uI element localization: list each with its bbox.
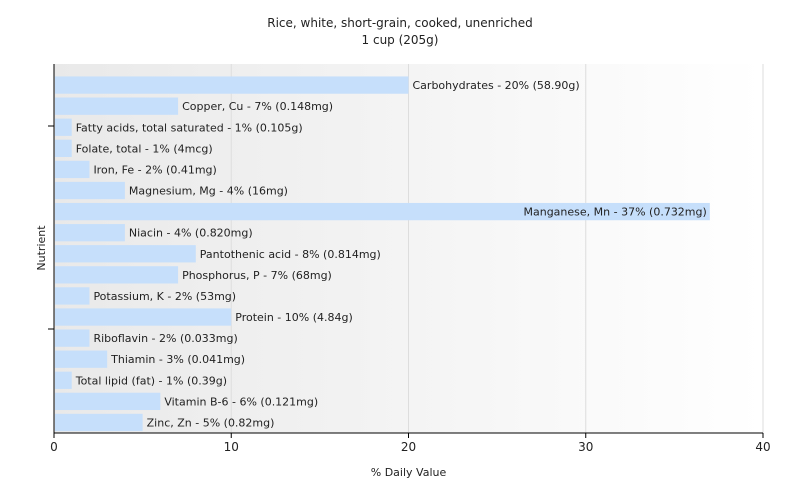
bar-label: Pantothenic acid - 8% (0.814mg): [200, 248, 381, 261]
bar-label: Niacin - 4% (0.820mg): [129, 227, 253, 240]
bar-label: Manganese, Mn - 37% (0.732mg): [524, 206, 707, 219]
x-tick-label: 20: [401, 440, 416, 454]
bar-label: Potassium, K - 2% (53mg): [93, 290, 236, 303]
x-axis-label: % Daily Value: [371, 466, 447, 479]
bar-label: Folate, total - 1% (4mcg): [76, 142, 213, 155]
bar-label: Carbohydrates - 20% (58.90g): [413, 79, 580, 92]
bar: [55, 245, 196, 263]
bar-label: Zinc, Zn - 5% (0.82mg): [147, 416, 275, 429]
bar: [55, 350, 108, 368]
bar: [55, 392, 161, 411]
bar-label: Riboflavin - 2% (0.033mg): [93, 332, 237, 345]
chart-title: Rice, white, short-grain, cooked, unenri…: [267, 16, 533, 30]
bar: [55, 139, 72, 157]
bar-label: Vitamin B-6 - 6% (0.121mg): [164, 395, 318, 408]
bar: [55, 371, 72, 389]
x-tick-label: 0: [50, 440, 58, 454]
y-axis-label: Nutrient: [35, 225, 48, 271]
bar-label: Copper, Cu - 7% (0.148mg): [182, 100, 333, 113]
bar: [55, 181, 125, 200]
bar: [55, 160, 90, 179]
bar: [55, 76, 409, 94]
bar: [55, 118, 72, 136]
bar-label: Phosphorus, P - 7% (68mg): [182, 269, 332, 282]
bar: [55, 224, 125, 242]
bar-label: Thiamin - 3% (0.041mg): [110, 353, 245, 366]
bar-label: Magnesium, Mg - 4% (16mg): [129, 185, 288, 198]
x-tick-label: 40: [755, 440, 770, 454]
bar-label: Protein - 10% (4.84g): [235, 311, 353, 324]
bar: [55, 308, 232, 326]
x-tick-label: 10: [224, 440, 239, 454]
bar-label: Total lipid (fat) - 1% (0.39g): [75, 374, 227, 387]
bar: [55, 202, 710, 221]
chart-subtitle: 1 cup (205g): [361, 33, 439, 47]
bar: [55, 329, 90, 347]
bar-label: Fatty acids, total saturated - 1% (0.105…: [76, 121, 303, 134]
bar: [55, 413, 143, 432]
x-tick-label: 30: [578, 440, 593, 454]
bar: [55, 287, 90, 305]
bar-label: Iron, Fe - 2% (0.41mg): [93, 163, 216, 176]
bar: [55, 266, 179, 284]
bar: [55, 97, 179, 115]
